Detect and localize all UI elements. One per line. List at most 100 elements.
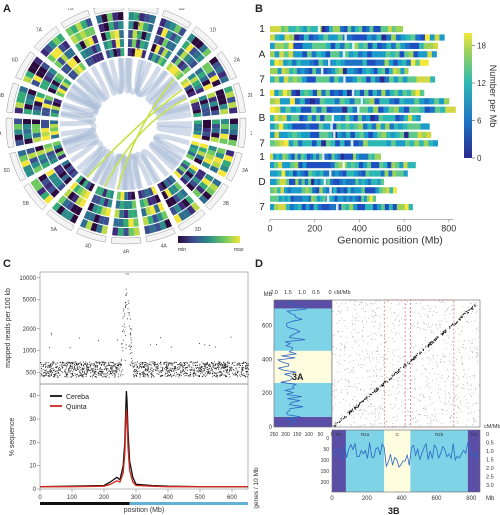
background-dot bbox=[386, 358, 388, 360]
heatmap-cell bbox=[392, 170, 397, 177]
ring-cell bbox=[72, 67, 81, 76]
read-point bbox=[219, 376, 221, 377]
read-point bbox=[95, 376, 97, 377]
heatmap-cell bbox=[338, 162, 344, 169]
read-point bbox=[129, 333, 131, 335]
heatmap-cell bbox=[284, 34, 290, 41]
read-point bbox=[104, 362, 106, 364]
read-point bbox=[222, 365, 223, 367]
ring-cell bbox=[201, 107, 211, 113]
heatmap-cell bbox=[358, 26, 363, 33]
heatmap-cell bbox=[342, 106, 348, 113]
chromosome-bar bbox=[40, 502, 248, 505]
heatmap-cell bbox=[294, 34, 300, 41]
read-point bbox=[228, 371, 230, 373]
read-point bbox=[144, 369, 146, 371]
heatmap-cell bbox=[305, 131, 311, 138]
heatmap-cell bbox=[332, 26, 337, 33]
ring-cell bbox=[87, 46, 95, 56]
background-dot bbox=[410, 355, 412, 357]
background-dot bbox=[379, 300, 381, 302]
diagonal-dot bbox=[459, 319, 461, 321]
ring-cell bbox=[210, 136, 219, 143]
read-point bbox=[65, 373, 67, 375]
heatmap-cell bbox=[328, 195, 332, 202]
heatmap-cell bbox=[413, 51, 419, 58]
ring-cell bbox=[140, 207, 147, 217]
read-point bbox=[82, 368, 84, 370]
background-dot bbox=[339, 320, 340, 321]
read-point bbox=[209, 364, 211, 366]
background-dot bbox=[431, 331, 433, 332]
read-point bbox=[102, 361, 104, 363]
ring-cell bbox=[227, 139, 237, 147]
background-dot bbox=[427, 305, 429, 306]
background-dot bbox=[477, 363, 479, 365]
background-dot bbox=[461, 388, 462, 390]
read-point bbox=[170, 362, 172, 364]
heatmap-cell bbox=[294, 153, 298, 160]
heatmap-cell bbox=[321, 42, 327, 49]
heatmap-cell bbox=[302, 195, 306, 202]
read-point bbox=[223, 365, 225, 366]
diagonal-dot bbox=[431, 340, 433, 342]
heatmap-cell bbox=[299, 115, 304, 122]
ring-cell bbox=[117, 227, 124, 236]
read-point bbox=[51, 364, 53, 366]
ring-cell bbox=[167, 186, 176, 196]
read-point bbox=[142, 376, 144, 377]
read-point bbox=[180, 365, 181, 367]
heatmap-cell bbox=[283, 76, 289, 83]
heatmap-cell bbox=[356, 76, 362, 83]
ring-cell bbox=[109, 30, 116, 40]
background-dot bbox=[430, 404, 432, 405]
read-point bbox=[207, 369, 209, 371]
heatmap-cell bbox=[293, 204, 299, 211]
read-point bbox=[225, 367, 226, 368]
read-point bbox=[144, 374, 146, 376]
diagonal-dot bbox=[382, 385, 384, 387]
read-point bbox=[226, 366, 228, 367]
read-point bbox=[214, 375, 216, 377]
background-dot bbox=[397, 415, 398, 417]
chromosome-label: 5D bbox=[4, 168, 11, 174]
background-dot bbox=[417, 327, 419, 328]
background-dot bbox=[438, 388, 439, 390]
ring-cell bbox=[91, 54, 99, 64]
background-dot bbox=[453, 378, 454, 379]
read-point bbox=[124, 313, 126, 315]
circos-plot: 1A1B1D2A2B2D3A3B3D4A4B4D5A5B5D6A6B6D7A7B… bbox=[0, 8, 252, 253]
background-dot bbox=[338, 311, 339, 312]
ring-cell bbox=[128, 21, 134, 30]
read-point bbox=[151, 370, 153, 371]
ring-cell bbox=[51, 79, 61, 88]
read-point bbox=[218, 368, 220, 370]
background-dot bbox=[463, 384, 464, 385]
background-dot bbox=[439, 324, 440, 326]
read-point bbox=[158, 372, 160, 374]
read-point bbox=[133, 371, 135, 373]
ring-cell bbox=[207, 70, 217, 79]
heatmap-cell bbox=[376, 89, 382, 96]
read-point bbox=[207, 371, 209, 373]
read-point bbox=[147, 369, 148, 371]
read-point bbox=[224, 363, 226, 365]
diagonal-dot bbox=[403, 363, 405, 365]
heatmap-cell bbox=[287, 187, 292, 194]
ring-cell bbox=[32, 119, 41, 124]
background-dot bbox=[463, 344, 464, 345]
heatmap-cell bbox=[368, 131, 374, 138]
heatmap-cell bbox=[376, 123, 381, 130]
background-dot bbox=[469, 383, 471, 385]
heatmap-cell bbox=[336, 123, 342, 130]
background-dot bbox=[477, 402, 478, 404]
read-point bbox=[169, 375, 170, 377]
background-dot bbox=[450, 417, 451, 418]
colorbar-tick-label: 0 bbox=[477, 154, 482, 163]
diagonal-dot bbox=[356, 404, 358, 406]
read-point bbox=[183, 365, 185, 366]
background-dot bbox=[347, 307, 349, 309]
read-point bbox=[66, 372, 68, 374]
background-dot bbox=[427, 415, 429, 417]
